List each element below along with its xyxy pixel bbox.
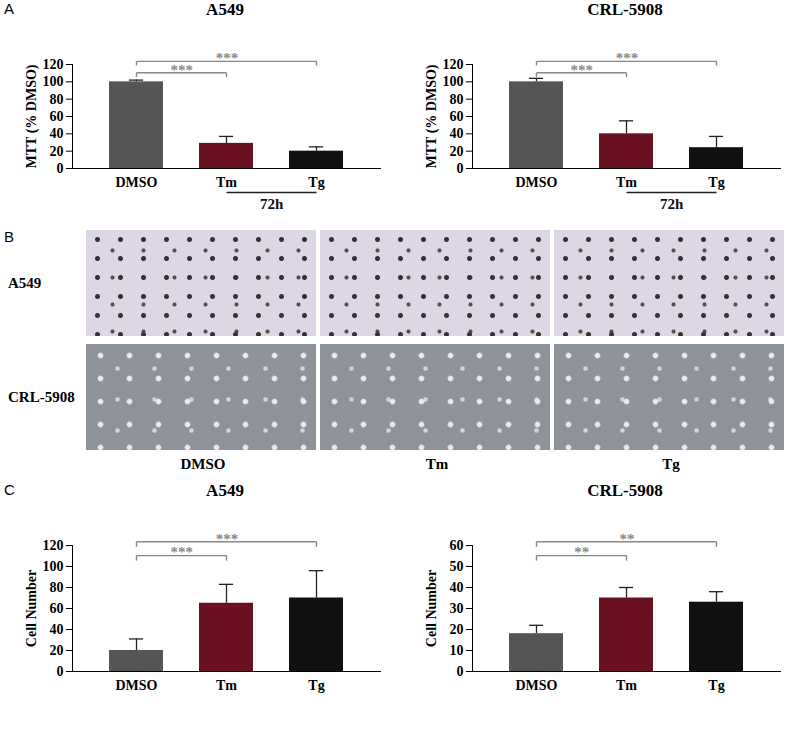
html-text:A549: A549 xyxy=(206,0,244,19)
html-text:CRL-5908: CRL-5908 xyxy=(8,388,75,405)
svg-text:MTT (% DMSO): MTT (% DMSO) xyxy=(424,64,440,168)
html-text:A: A xyxy=(4,0,14,17)
svg-text:120: 120 xyxy=(443,57,464,72)
svg-text:**: ** xyxy=(574,544,589,560)
svg-text:80: 80 xyxy=(450,92,464,107)
svg-text:Tm: Tm xyxy=(616,175,637,190)
svg-text:72h: 72h xyxy=(660,196,684,212)
svg-text:Tm: Tm xyxy=(216,678,237,693)
svg-text:40: 40 xyxy=(450,126,464,141)
html-text:C: C xyxy=(4,481,15,498)
svg-text:72h: 72h xyxy=(260,196,284,212)
svg-text:20: 20 xyxy=(50,144,64,159)
svg-text:0: 0 xyxy=(457,664,464,679)
svg-text:Tm: Tm xyxy=(616,678,637,693)
svg-text:Tg: Tg xyxy=(308,175,324,190)
svg-text:DMSO: DMSO xyxy=(116,175,158,190)
svg-text:40: 40 xyxy=(50,126,64,141)
svg-text:40: 40 xyxy=(450,580,464,595)
svg-text:***: *** xyxy=(171,62,194,78)
svg-text:60: 60 xyxy=(50,109,64,124)
svg-text:0: 0 xyxy=(457,161,464,176)
svg-text:Cell Number: Cell Number xyxy=(424,570,439,647)
html-text:Tg: Tg xyxy=(662,456,680,472)
svg-text:20: 20 xyxy=(450,622,464,637)
svg-text:MTT (% DMSO): MTT (% DMSO) xyxy=(24,64,40,168)
svg-text:100: 100 xyxy=(43,74,64,89)
svg-text:100: 100 xyxy=(443,74,464,89)
svg-text:Tg: Tg xyxy=(708,678,724,693)
svg-text:0: 0 xyxy=(57,161,64,176)
svg-text:40: 40 xyxy=(50,622,64,637)
svg-text:100: 100 xyxy=(43,559,64,574)
svg-text:80: 80 xyxy=(50,92,64,107)
svg-text:***: *** xyxy=(616,50,639,66)
svg-text:Tg: Tg xyxy=(708,175,724,190)
svg-text:0: 0 xyxy=(57,664,64,679)
html-text:Tm: Tm xyxy=(425,456,449,472)
svg-text:DMSO: DMSO xyxy=(516,678,558,693)
svg-text:Tm: Tm xyxy=(216,175,237,190)
svg-text:***: *** xyxy=(216,531,239,547)
svg-text:***: *** xyxy=(571,62,594,78)
html-text:A549: A549 xyxy=(206,481,244,500)
svg-text:**: ** xyxy=(620,531,635,547)
html-text:CRL-5908: CRL-5908 xyxy=(587,481,663,500)
svg-text:120: 120 xyxy=(43,538,64,553)
svg-text:10: 10 xyxy=(450,643,464,658)
svg-text:80: 80 xyxy=(50,580,64,595)
svg-text:60: 60 xyxy=(450,109,464,124)
svg-text:Tg: Tg xyxy=(308,678,324,693)
html-text:B: B xyxy=(4,228,14,245)
svg-text:***: *** xyxy=(216,50,239,66)
svg-text:120: 120 xyxy=(43,57,64,72)
svg-text:20: 20 xyxy=(50,643,64,658)
svg-text:50: 50 xyxy=(450,559,464,574)
svg-text:60: 60 xyxy=(450,538,464,553)
svg-text:***: *** xyxy=(171,544,194,560)
svg-text:DMSO: DMSO xyxy=(516,175,558,190)
html-text:CRL-5908: CRL-5908 xyxy=(587,0,663,19)
svg-text:DMSO: DMSO xyxy=(116,678,158,693)
svg-text:60: 60 xyxy=(50,601,64,616)
html-text:DMSO: DMSO xyxy=(180,456,226,472)
svg-text:30: 30 xyxy=(450,601,464,616)
svg-text:Cell Number: Cell Number xyxy=(24,570,39,647)
svg-text:20: 20 xyxy=(450,144,464,159)
html-text:A549: A549 xyxy=(8,274,42,291)
